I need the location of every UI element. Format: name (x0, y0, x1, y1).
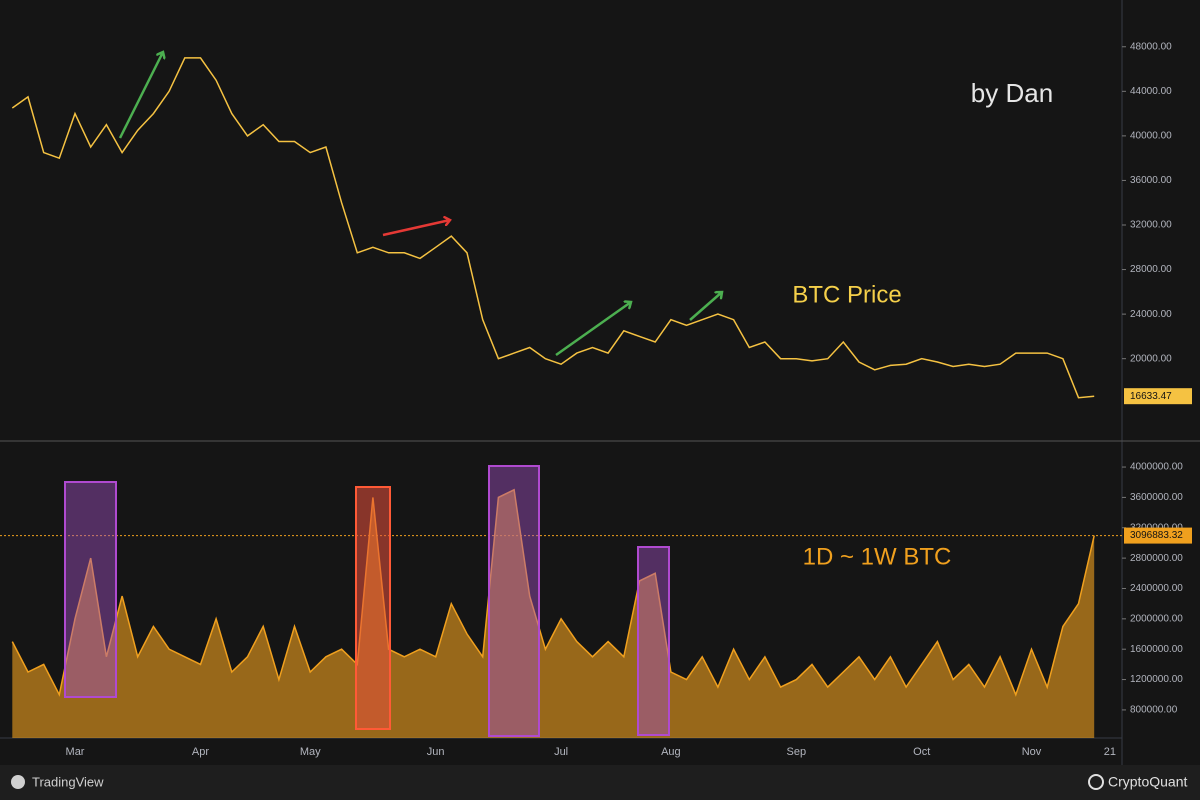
arrow (118, 52, 163, 139)
y-tick-label: 28000.00 (1130, 264, 1172, 275)
y-tick-label: 4000000.00 (1130, 462, 1183, 473)
series-label: BTC Price (792, 281, 901, 308)
arrow (555, 302, 631, 357)
x-tick-label: Apr (192, 746, 209, 758)
x-tick-label: Sep (787, 746, 807, 758)
arrows (118, 52, 722, 357)
highlight-box (637, 546, 670, 736)
price-line (11, 57, 1095, 399)
area-fill (12, 489, 1095, 738)
author-note: by Dan (971, 78, 1053, 108)
footer-brand: CryptoQuant (1108, 774, 1187, 790)
x-tick-label: Jun (427, 746, 445, 758)
y-tick-label: 1200000.00 (1130, 674, 1183, 685)
last-value-tag (1124, 388, 1192, 405)
y-tick-label: 20000.00 (1130, 353, 1172, 364)
y-tick-label: 1600000.00 (1130, 644, 1183, 655)
x-tick-label: Jul (554, 746, 568, 758)
arrow (689, 292, 722, 321)
highlight-box (64, 481, 117, 698)
x-tick-label: May (300, 746, 321, 758)
footer-brand: TradingView (32, 774, 104, 789)
x-tick-label: 21 (1104, 746, 1116, 758)
area-line (11, 488, 1095, 697)
y-tick-label: 2000000.00 (1130, 613, 1183, 624)
y-tick-label: 32000.00 (1130, 220, 1172, 231)
last-value-tag (1124, 527, 1192, 544)
footer-bar (0, 765, 1200, 800)
highlight-box (355, 486, 391, 730)
y-tick-label: 48000.00 (1130, 41, 1172, 52)
y-tick-label: 800000.00 (1130, 705, 1178, 716)
highlight-box (488, 465, 540, 737)
x-tick-label: Oct (913, 746, 930, 758)
y-tick-label: 36000.00 (1130, 175, 1172, 186)
y-tick-label: 40000.00 (1130, 131, 1172, 142)
y-tick-label: 3600000.00 (1130, 492, 1183, 503)
last-value-label: 16633.47 (1130, 391, 1172, 402)
series-label: 1D ~ 1W BTC (803, 543, 952, 570)
x-tick-label: Nov (1022, 746, 1042, 758)
y-tick-label: 24000.00 (1130, 309, 1172, 320)
arrow (382, 220, 450, 237)
x-tick-label: Mar (66, 746, 85, 758)
logo (11, 775, 25, 789)
highlight-boxes (64, 465, 670, 737)
y-tick-label: 2800000.00 (1130, 553, 1183, 564)
y-tick-label: 2400000.00 (1130, 583, 1183, 594)
last-value-label: 3096883.32 (1130, 530, 1183, 541)
x-tick-label: Aug (661, 746, 681, 758)
logo (1088, 774, 1104, 790)
y-tick-label: 44000.00 (1130, 86, 1172, 97)
